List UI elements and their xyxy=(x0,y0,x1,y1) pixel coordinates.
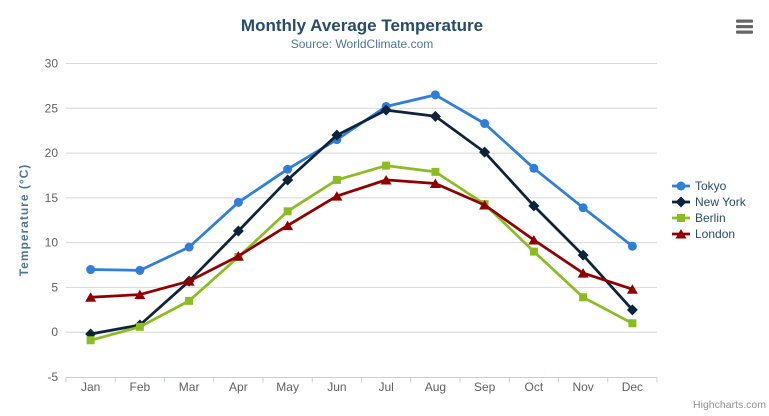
data-point[interactable] xyxy=(577,268,589,278)
legend-item-tokyo[interactable]: Tokyo xyxy=(672,179,727,193)
x-axis-label: Feb xyxy=(130,380,151,394)
y-axis-tick-label: 5 xyxy=(51,280,58,294)
legend-circle-icon xyxy=(676,181,686,191)
data-point[interactable] xyxy=(232,225,244,237)
data-point[interactable] xyxy=(528,234,540,245)
series-new-york xyxy=(85,104,638,340)
x-axis-label: Jul xyxy=(378,380,393,394)
y-axis-tick-label: -5 xyxy=(47,370,58,384)
series-line xyxy=(89,108,634,336)
data-point[interactable] xyxy=(628,319,637,328)
x-axis-label: Mar xyxy=(179,380,200,394)
data-point[interactable] xyxy=(577,249,589,261)
y-axis-title: Temperature (°C) xyxy=(17,164,31,277)
data-point[interactable] xyxy=(626,284,638,294)
data-point[interactable] xyxy=(578,203,588,213)
y-axis-tick-label: 20 xyxy=(45,146,59,160)
data-point[interactable] xyxy=(331,129,343,141)
series-tokyo xyxy=(86,90,637,275)
data-point[interactable] xyxy=(380,174,392,185)
data-point[interactable] xyxy=(86,265,96,275)
data-point[interactable] xyxy=(529,163,539,173)
data-point[interactable] xyxy=(626,304,638,316)
series-london xyxy=(85,174,638,302)
y-axis-tick-label: 25 xyxy=(45,101,59,115)
data-point[interactable] xyxy=(282,220,294,231)
legend-label: New York xyxy=(695,195,747,209)
axes: -5 0 5 10 15 20 25 30 Jan Feb Mar Apr May Jun Jul Aug Se… xyxy=(45,57,658,394)
x-axis-label: Sep xyxy=(474,380,496,394)
x-axis-label: Aug xyxy=(425,380,446,394)
data-point[interactable] xyxy=(380,104,392,116)
data-point[interactable] xyxy=(135,265,145,275)
data-point[interactable] xyxy=(283,164,293,174)
chart-subtitle: Source: WorldClimate.com xyxy=(291,37,434,51)
legend-square-icon xyxy=(677,214,685,222)
data-point[interactable] xyxy=(480,119,490,129)
y-axis-tick-label: 10 xyxy=(45,236,59,250)
legend-diamond-icon xyxy=(675,196,687,208)
x-axis-label: Jun xyxy=(327,380,346,394)
data-point[interactable] xyxy=(283,207,292,216)
data-point[interactable] xyxy=(233,197,243,207)
data-point[interactable] xyxy=(479,146,491,158)
data-point[interactable] xyxy=(627,241,637,251)
legend-label: Tokyo xyxy=(695,179,727,193)
data-point[interactable] xyxy=(429,178,441,189)
x-axis-label: Nov xyxy=(572,380,593,394)
data-point[interactable] xyxy=(185,296,194,305)
legend-item-london[interactable]: London xyxy=(672,227,735,241)
legend-item-new-york[interactable]: New York xyxy=(672,195,747,209)
data-point[interactable] xyxy=(331,191,343,201)
series-line xyxy=(89,178,634,299)
y-axis-tick-label: 30 xyxy=(45,57,59,71)
data-point[interactable] xyxy=(135,322,144,331)
data-point[interactable] xyxy=(382,161,391,170)
series-line xyxy=(89,164,634,342)
x-axis-label: May xyxy=(276,380,299,394)
data-point[interactable] xyxy=(579,293,588,302)
data-point[interactable] xyxy=(431,167,440,176)
data-point[interactable] xyxy=(134,289,146,300)
y-axis-tick-label: 15 xyxy=(45,191,59,205)
legend-label: Berlin xyxy=(695,211,726,225)
chart-title: Monthly Average Temperature xyxy=(241,16,483,35)
data-point[interactable] xyxy=(332,175,341,184)
x-axis-label: Oct xyxy=(525,380,544,394)
data-point[interactable] xyxy=(86,336,95,345)
legend-label: London xyxy=(695,227,735,241)
data-point[interactable] xyxy=(183,276,195,286)
series-lines xyxy=(85,90,638,345)
chart-legend: Tokyo New York Berlin London xyxy=(672,179,747,241)
highcharts-credit-link[interactable]: Highcharts.com xyxy=(693,399,766,411)
data-point[interactable] xyxy=(85,292,97,302)
x-axis-label: Dec xyxy=(622,380,643,394)
data-point[interactable] xyxy=(429,110,441,122)
y-axis-tick-label: 0 xyxy=(51,325,58,339)
data-point[interactable] xyxy=(232,251,244,261)
data-point[interactable] xyxy=(479,200,491,210)
data-point[interactable] xyxy=(282,174,294,186)
x-axis-label: Apr xyxy=(229,380,248,394)
legend-triangle-icon xyxy=(675,229,687,239)
data-point[interactable] xyxy=(529,247,538,256)
hamburger-icon xyxy=(736,19,753,34)
data-point[interactable] xyxy=(184,242,194,252)
data-point[interactable] xyxy=(430,90,440,100)
data-point[interactable] xyxy=(528,200,540,212)
export-menu-button[interactable] xyxy=(731,13,759,37)
legend-item-berlin[interactable]: Berlin xyxy=(672,211,726,225)
x-axis-label: Jan xyxy=(81,380,100,394)
